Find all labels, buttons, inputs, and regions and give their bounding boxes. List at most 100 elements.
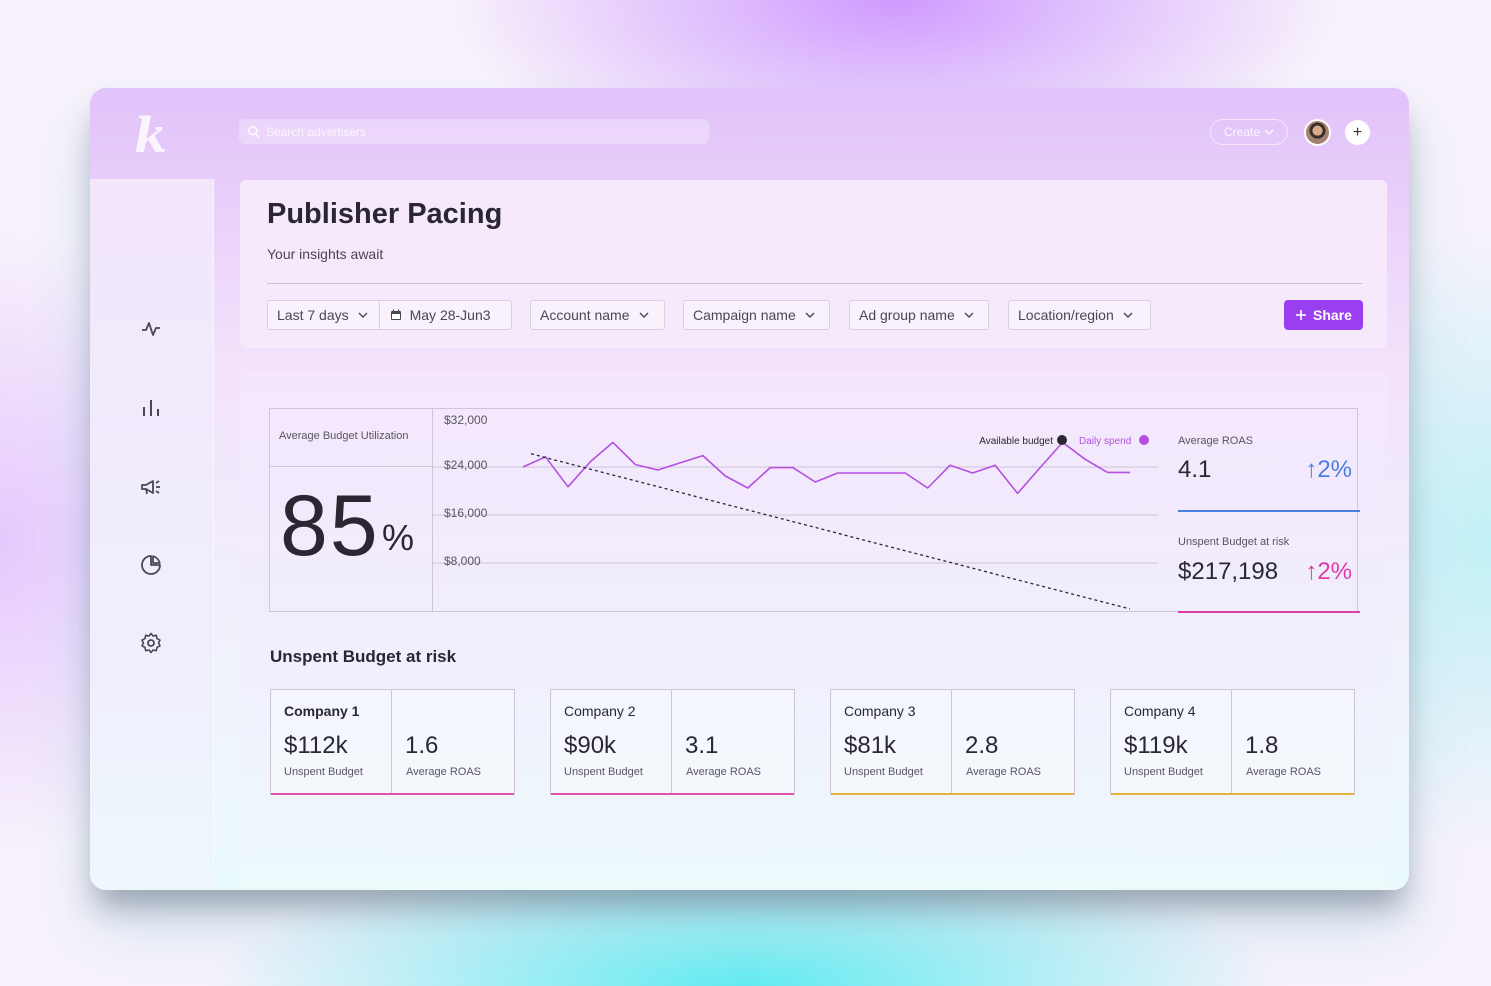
location-filter[interactable]: Location/region — [1008, 300, 1151, 330]
share-button[interactable]: Share — [1284, 300, 1363, 330]
company-name: Company 2 — [564, 703, 636, 719]
budget-chart-card: Average Budget Utilization 85 % $32,000 $… — [269, 408, 1360, 613]
company-card[interactable]: Company 2 $90k Unspent Budget 3.1 Averag… — [550, 689, 795, 795]
user-avatar[interactable] — [1304, 119, 1331, 146]
company-roas-label: Average ROAS — [1246, 766, 1322, 778]
roas-stat: Average ROAS 4.1 ↑2% — [1178, 409, 1360, 512]
sidebar-item-settings[interactable] — [138, 630, 164, 656]
top-bar: k Create + — [90, 88, 1409, 179]
date-picker[interactable]: May 28-Jun3 — [409, 307, 491, 323]
budget-line-chart: $32,000 $24,000 $16,000 $8,000 Available bud… — [433, 413, 1158, 610]
unspent-indicator-bar — [1178, 611, 1360, 613]
company-unspent-label: Unspent Budget — [844, 766, 923, 778]
budget-utilization-cell: Average Budget Utilization 85 % — [270, 409, 433, 611]
legend-label: Available budget — [979, 436, 1053, 447]
sidebar — [90, 179, 214, 890]
sidebar-item-analytics[interactable] — [138, 395, 164, 421]
sidebar-item-reports[interactable] — [138, 552, 164, 578]
roas-value: 4.1 — [1178, 456, 1212, 483]
budget-utilization-label: Average Budget Utilization — [279, 430, 409, 442]
page-subtitle: Your insights await — [267, 246, 384, 262]
company-name: Company 4 — [1124, 703, 1196, 719]
company-unspent-label: Unspent Budget — [284, 766, 363, 778]
company-roas-label: Average ROAS — [686, 766, 762, 778]
company-card[interactable]: Company 3 $81k Unspent Budget 2.8 Averag… — [830, 689, 1075, 795]
main-panel: Average Budget Utilization 85 % $32,000 $… — [240, 373, 1387, 890]
plus-icon: + — [1352, 123, 1363, 141]
chevron-down-icon — [639, 312, 648, 318]
company-indicator-bar — [551, 793, 794, 795]
company-name: Company 3 — [844, 703, 916, 719]
company-roas-value: 2.8 — [965, 732, 999, 759]
bar-chart-icon — [143, 400, 159, 416]
y-tick-label: $32,000 — [444, 413, 488, 427]
chevron-down-icon — [358, 312, 368, 318]
app-window: k Create + Publisher Pacing You — [90, 88, 1409, 890]
chevron-down-icon — [1123, 312, 1133, 318]
date-range-select[interactable]: Last 7 days — [277, 307, 349, 323]
roas-indicator-bar — [1178, 510, 1360, 512]
unspent-value: $217,198 — [1178, 558, 1279, 585]
header-divider — [267, 283, 1362, 284]
campaign-filter[interactable]: Campaign name — [683, 300, 830, 330]
sidebar-item-activity[interactable] — [138, 316, 164, 342]
company-roas-label: Average ROAS — [966, 766, 1042, 778]
campaign-filter-label: Campaign name — [693, 307, 796, 323]
unspent-label: Unspent Budget at risk — [1178, 536, 1290, 548]
chevron-down-icon — [1264, 129, 1274, 135]
company-unspent-value: $90k — [564, 732, 617, 759]
app-logo[interactable]: k — [134, 108, 168, 164]
company-unspent-label: Unspent Budget — [1124, 766, 1203, 778]
company-roas-value: 1.6 — [405, 732, 439, 759]
legend-marker — [1139, 435, 1149, 445]
filter-separator — [378, 301, 380, 329]
search-bar[interactable] — [239, 119, 709, 144]
location-filter-label: Location/region — [1018, 307, 1114, 323]
roas-change: ↑2% — [1305, 456, 1352, 483]
account-filter-label: Account name — [540, 307, 630, 323]
budget-utilization-unit: % — [382, 517, 415, 558]
budget-utilization-value: 85 — [280, 478, 380, 574]
megaphone-icon — [141, 480, 160, 495]
company-name: Company 1 — [284, 703, 360, 719]
available-budget-line — [530, 453, 1131, 610]
y-tick-label: $24,000 — [444, 458, 488, 472]
pie-chart-icon — [141, 555, 161, 575]
account-filter[interactable]: Account name — [530, 300, 665, 330]
ad-group-filter[interactable]: Ad group name — [849, 300, 989, 330]
legend-marker — [1057, 435, 1067, 445]
calendar-icon — [390, 309, 401, 320]
add-button[interactable]: + — [1345, 120, 1370, 145]
company-budget-cell: Company 4 $119k Unspent Budget — [1111, 690, 1232, 794]
company-card[interactable]: Company 1 $112k Unspent Budget 1.6 Avera… — [270, 689, 515, 795]
create-button[interactable]: Create — [1210, 119, 1288, 145]
share-button-label: Share — [1313, 307, 1352, 323]
company-card[interactable]: Company 4 $119k Unspent Budget 1.8 Avera… — [1110, 689, 1355, 795]
roas-label: Average ROAS — [1178, 435, 1254, 447]
activity-icon — [142, 322, 160, 336]
create-button-label: Create — [1223, 125, 1261, 139]
daily-spend-line — [522, 441, 1130, 495]
company-unspent-value: $112k — [284, 732, 348, 759]
y-tick-label: $8,000 — [444, 554, 481, 568]
legend-label: Daily spend — [1079, 436, 1131, 447]
search-icon — [247, 125, 260, 138]
header-panel: Publisher Pacing Your insights await Las… — [240, 180, 1387, 348]
company-budget-cell: Company 3 $81k Unspent Budget — [831, 690, 952, 794]
ad-group-filter-label: Ad group name — [859, 307, 955, 323]
company-indicator-bar — [271, 793, 514, 795]
date-range-filter[interactable]: Last 7 days May 28-Jun3 — [267, 300, 512, 330]
chevron-down-icon — [964, 312, 974, 318]
plus-icon — [1296, 310, 1307, 320]
company-unspent-value: $81k — [844, 732, 897, 759]
company-budget-cell: Company 2 $90k Unspent Budget — [551, 690, 672, 794]
company-indicator-bar — [1111, 793, 1354, 795]
chevron-down-icon — [805, 312, 815, 318]
company-budget-cell: Company 1 $112k Unspent Budget — [271, 690, 392, 794]
search-input[interactable] — [266, 124, 686, 139]
page-title: Publisher Pacing — [267, 198, 503, 230]
y-tick-label: $16,000 — [444, 506, 488, 520]
sidebar-item-campaigns[interactable] — [138, 474, 164, 500]
utilization-divider — [270, 466, 432, 467]
company-roas-value: 1.8 — [1245, 732, 1279, 759]
